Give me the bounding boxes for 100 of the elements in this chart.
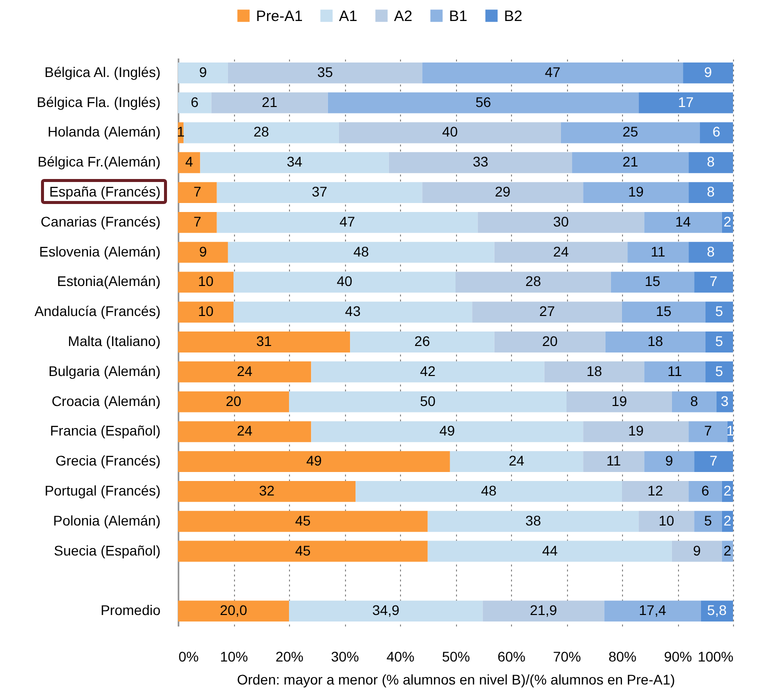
- bar: [494, 332, 606, 352]
- data-label: 2: [724, 482, 732, 498]
- bar: [688, 242, 733, 263]
- y-tick-label: Portugal (Francés): [44, 482, 160, 498]
- data-label: 7: [710, 452, 718, 469]
- bar: [688, 421, 728, 442]
- bar: [178, 540, 428, 562]
- bar: [356, 481, 622, 502]
- bar: [388, 152, 572, 174]
- bar: [622, 302, 706, 323]
- data-label: 14: [675, 213, 692, 230]
- data-label: 18: [586, 362, 602, 379]
- data-label: 34,9: [372, 602, 400, 618]
- data-label: 6: [701, 482, 710, 498]
- bar: [705, 361, 733, 382]
- data-label: 40: [336, 273, 352, 290]
- y-tick-label: Suecia (Español): [54, 542, 160, 558]
- bar: [178, 510, 428, 532]
- data-label: 26: [414, 333, 430, 349]
- data-label: 9: [693, 542, 702, 558]
- y-tick-label: Promedio: [100, 602, 161, 618]
- x-tick-label: 80%: [608, 648, 637, 664]
- bar: [672, 540, 722, 562]
- x-tick-label: 60%: [497, 648, 526, 664]
- bar: [583, 182, 689, 203]
- data-label: 44: [542, 542, 558, 558]
- legend-label: B1: [449, 8, 468, 25]
- data-label: 2: [724, 213, 732, 230]
- bar: [350, 332, 494, 352]
- bar: [644, 451, 694, 472]
- y-tick-label: España (Francés): [49, 184, 160, 200]
- x-tick-label: 90%: [664, 648, 692, 664]
- data-label: 24: [236, 422, 253, 439]
- data-label: 42: [420, 362, 436, 379]
- x-tick-label: 20%: [275, 648, 304, 664]
- x-tick-label: 100%: [698, 648, 734, 664]
- bar: [184, 122, 339, 144]
- y-tick-label: Holanda (Alemán): [48, 124, 160, 140]
- data-label: 50: [420, 392, 436, 409]
- data-label: 47: [339, 213, 356, 230]
- data-label: 32: [259, 482, 275, 498]
- bar: [644, 212, 722, 233]
- bar: [428, 540, 672, 562]
- data-label: 37: [312, 184, 328, 200]
- bar: [583, 451, 644, 472]
- y-tick-label: Grecia (Francés): [55, 452, 160, 469]
- bar: [610, 272, 694, 293]
- data-label: 17,4: [638, 602, 666, 618]
- data-label: 28: [525, 273, 542, 290]
- bar: [604, 600, 701, 622]
- bar: [672, 391, 716, 412]
- data-label: 33: [472, 154, 488, 170]
- x-tick-label: 0%: [178, 648, 199, 664]
- bar: [428, 510, 639, 532]
- data-label: 21: [262, 94, 278, 110]
- data-label: 9: [199, 243, 208, 260]
- data-label: 35: [317, 64, 334, 80]
- data-label: 5: [704, 512, 712, 528]
- data-label: 19: [628, 422, 644, 439]
- bar: [328, 92, 639, 114]
- data-label: 7: [194, 184, 202, 200]
- bar: [178, 92, 212, 114]
- data-label: 5: [715, 333, 724, 349]
- bar: [700, 122, 733, 144]
- bar: [338, 122, 561, 144]
- bar: [694, 272, 733, 293]
- data-label: 19: [628, 184, 644, 200]
- bar: [705, 302, 733, 323]
- data-label: 4: [185, 154, 194, 170]
- bar: [178, 391, 289, 412]
- x-tick-label: 10%: [220, 648, 248, 664]
- data-label: 6: [190, 94, 199, 110]
- bar: [638, 92, 733, 114]
- data-label: 11: [650, 243, 666, 260]
- bar: [688, 481, 722, 502]
- data-label: 48: [481, 482, 497, 498]
- data-label: 11: [606, 452, 622, 469]
- data-label: 34: [286, 154, 303, 170]
- bar: [622, 481, 689, 502]
- data-label: 28: [253, 124, 270, 140]
- data-label: 49: [306, 452, 322, 469]
- data-label: 56: [475, 94, 492, 110]
- data-label: 7: [704, 422, 712, 439]
- x-axis-title: Orden: mayor a menor (% alumnos en nivel B)/(% alumnos en Pre-A1): [236, 672, 676, 688]
- legend-label: Pre-A1: [256, 8, 303, 25]
- data-label: 12: [648, 482, 664, 498]
- legend-label: A2: [394, 8, 412, 25]
- bar: [234, 302, 472, 323]
- bar: [211, 92, 328, 114]
- data-label: 49: [439, 422, 456, 439]
- bar: [200, 152, 389, 174]
- bar: [228, 242, 494, 263]
- bar: [178, 62, 228, 84]
- bar: [705, 332, 733, 352]
- bar: [178, 600, 289, 622]
- data-label: 1: [726, 422, 734, 439]
- data-label: 15: [644, 273, 661, 290]
- y-tick-label: Canarias (Francés): [40, 213, 160, 230]
- bar: [472, 302, 622, 323]
- data-label: 31: [256, 333, 272, 349]
